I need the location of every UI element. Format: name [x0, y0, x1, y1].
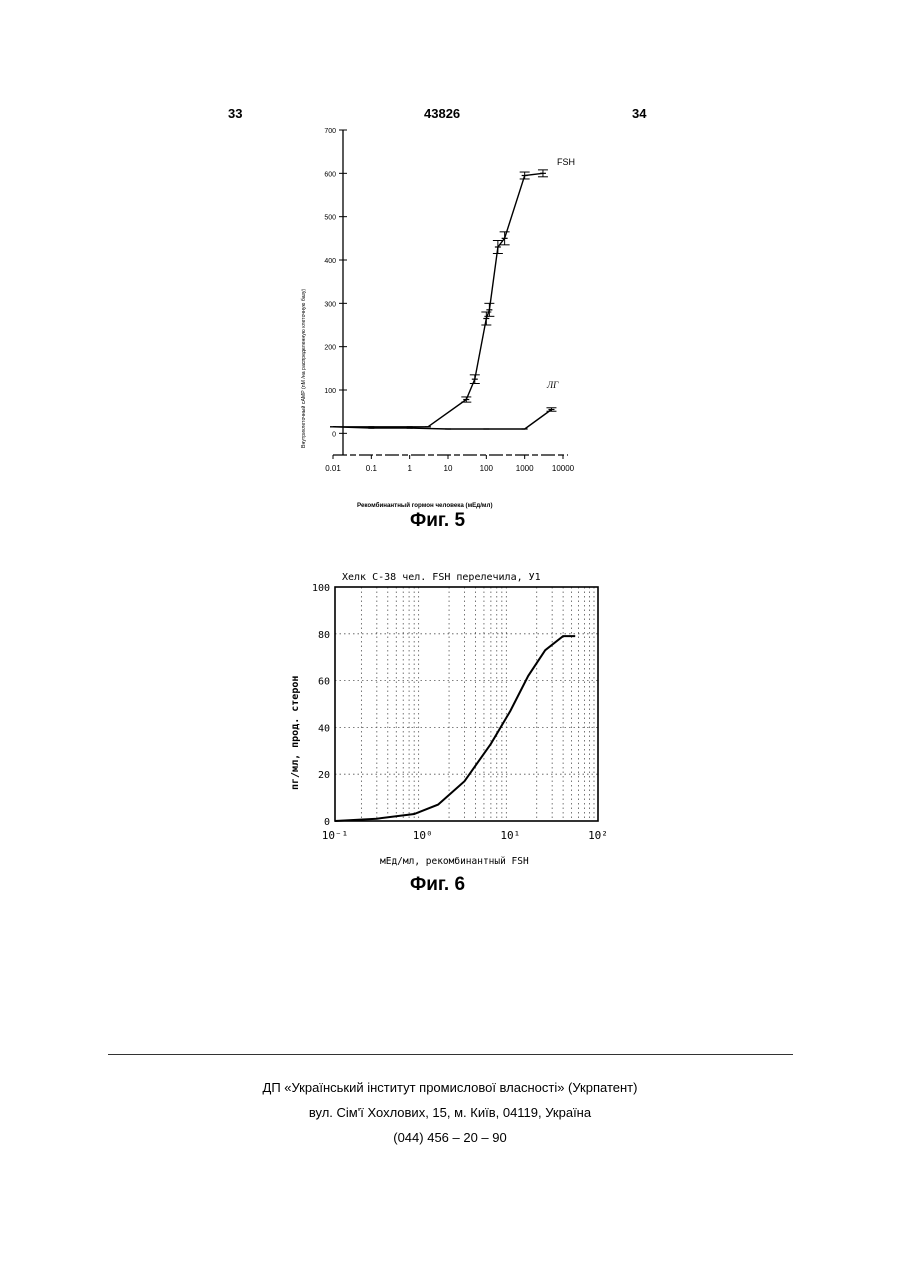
- figure-6-caption: Фиг. 6: [410, 874, 465, 896]
- footer-line-2: вул. Сім'ї Хохлових, 15, м. Київ, 04119,…: [0, 1105, 900, 1120]
- fig6-y-tick-label: 0: [324, 817, 330, 828]
- fig6-series-line: [335, 636, 575, 821]
- fig6-y-tick-label: 100: [312, 583, 330, 594]
- fig6-y-axis-label: пг/мл, прод. стерон: [290, 676, 301, 790]
- footer-line-3: (044) 456 – 20 – 90: [0, 1130, 900, 1145]
- fig6-x-tick-label: 10²: [588, 829, 608, 842]
- fig6-y-tick-label: 40: [318, 723, 330, 734]
- footer-line-1: ДП «Український інститут промислової вла…: [0, 1080, 900, 1095]
- figure-6-chart: 0 20 40 60 80 100 10⁻¹ 10⁰ 10¹ 10² Хелк C-38 чел.…: [0, 0, 900, 900]
- footer-divider: [108, 1054, 793, 1055]
- fig6-series: [335, 636, 575, 821]
- fig6-x-tick-label: 10⁰: [413, 829, 433, 842]
- fig6-plot-frame: [335, 587, 598, 821]
- fig6-y-tick-label: 80: [318, 630, 330, 641]
- fig6-axes: 0 20 40 60 80 100 10⁻¹ 10⁰ 10¹ 10²: [312, 583, 608, 842]
- fig6-y-tick-label: 20: [318, 770, 330, 781]
- fig6-grid: [335, 587, 598, 821]
- fig6-x-tick-label: 10⁻¹: [322, 829, 349, 842]
- fig6-top-label: Хелк C-38 чел. FSH перелечила, У1: [342, 572, 541, 583]
- fig6-x-axis-label: мЕд/мл, рекомбинантный FSH: [380, 856, 529, 867]
- fig6-x-tick-label: 10¹: [500, 829, 520, 842]
- fig6-y-tick-label: 60: [318, 677, 330, 688]
